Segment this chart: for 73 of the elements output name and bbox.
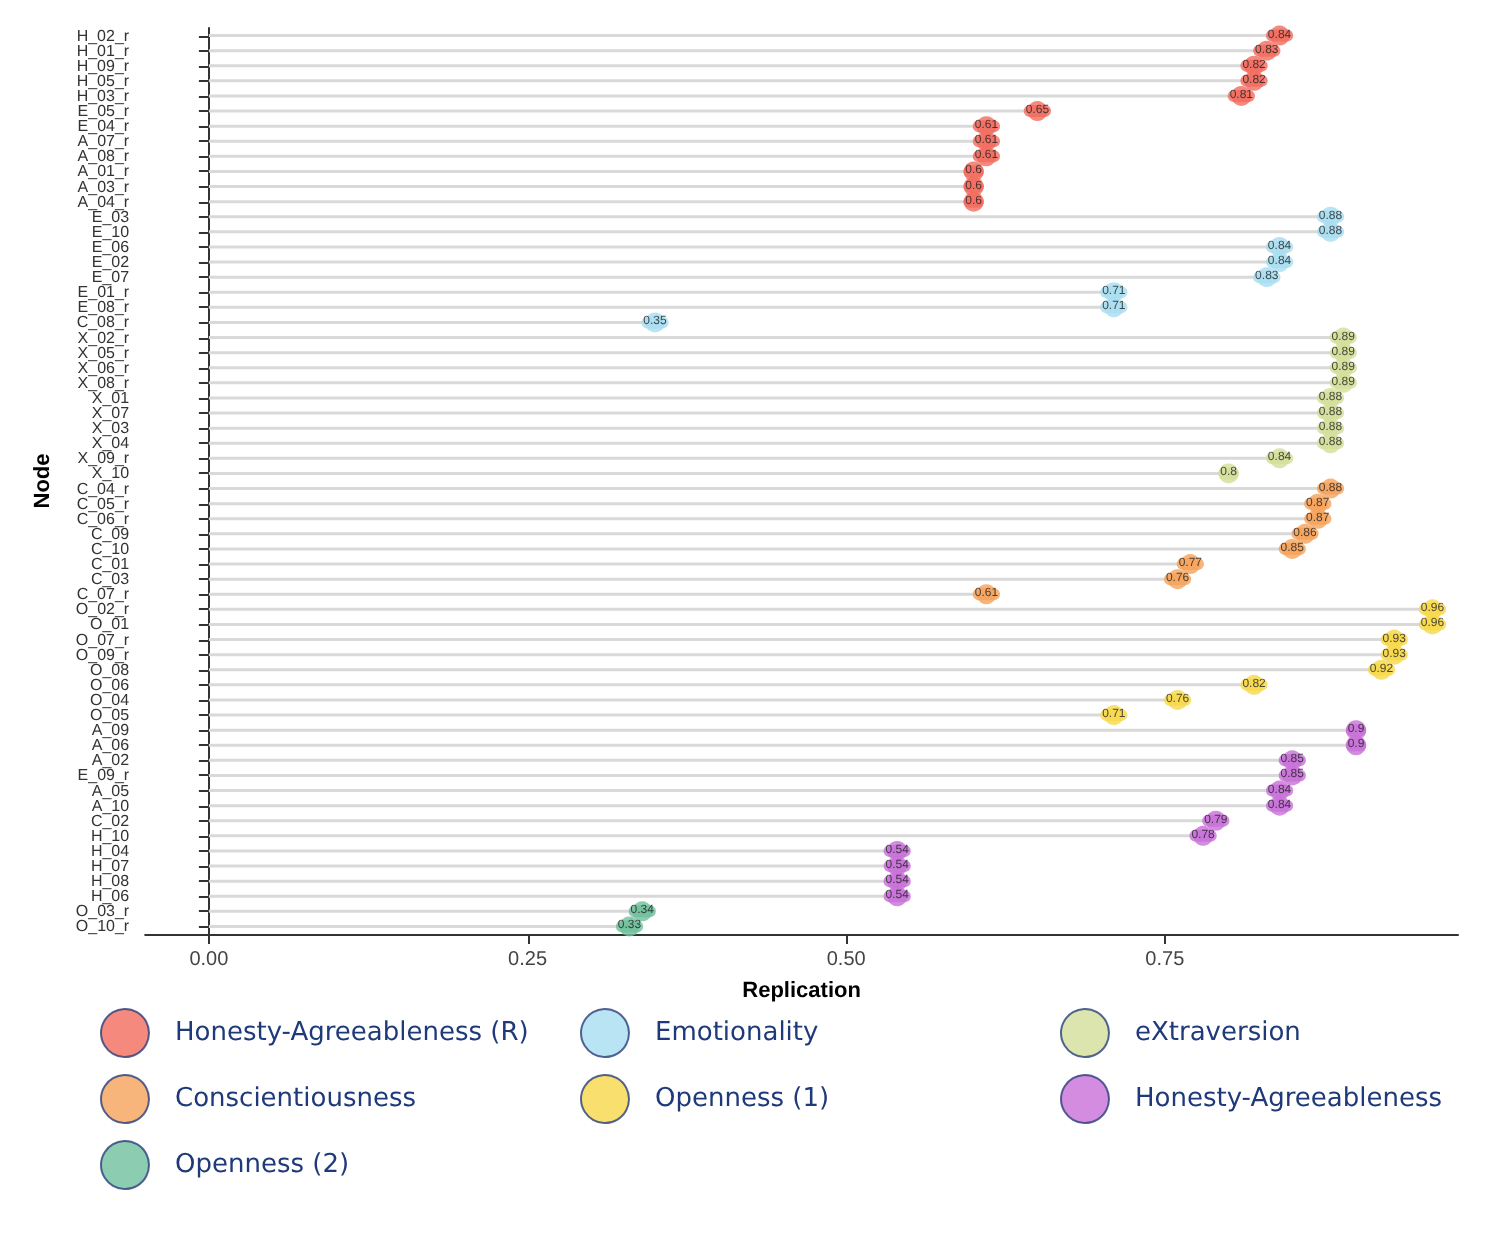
- y-tick-label: C_05_r: [76, 494, 130, 513]
- legend-label: Conscientiousness: [175, 1084, 417, 1114]
- y-tick-label: H_09_r: [76, 56, 130, 75]
- y-tick-label: A_01_r: [77, 162, 130, 181]
- y-tick-label: A_10: [91, 796, 131, 815]
- y-tick-label: H_07: [90, 857, 131, 876]
- x-tick-label: 0.75: [1145, 949, 1186, 971]
- y-tick-label: E_08_r: [77, 298, 130, 317]
- y-tick-label: E_10: [91, 222, 131, 241]
- y-tick-label: A_09: [91, 721, 131, 740]
- y-axis-title: Node: [31, 453, 55, 509]
- legend-label: Openness (2): [175, 1150, 350, 1180]
- y-tick-label: O_10_r: [75, 917, 130, 936]
- y-tick-label: H_02_r: [76, 26, 130, 45]
- y-tick-label: H_01_r: [76, 41, 130, 60]
- x-tick-label: 0.50: [826, 949, 867, 971]
- y-tick-label: C_03: [90, 570, 131, 589]
- y-tick-label: H_03_r: [76, 86, 130, 105]
- y-tick-label: C_08_r: [76, 313, 130, 332]
- y-tick-label: O_02_r: [75, 600, 130, 619]
- y-tick-label: E_04_r: [77, 117, 130, 136]
- y-tick-label: O_04: [90, 690, 131, 709]
- legend-label: Honesty-Agreeableness: [1135, 1084, 1443, 1114]
- y-tick-label: X_03: [91, 419, 131, 438]
- x-axis-title: Replication: [742, 978, 862, 1003]
- y-tick-label: A_06: [91, 736, 131, 755]
- y-tick-label: O_08: [90, 660, 131, 679]
- y-tick-label: O_05: [90, 706, 131, 725]
- y-tick-label: A_08_r: [77, 147, 130, 166]
- y-tick-label: C_06_r: [76, 509, 130, 528]
- y-tick-label: X_09_r: [77, 449, 130, 468]
- y-tick-label: O_09_r: [75, 645, 130, 664]
- y-tick-label: E_02: [91, 253, 131, 272]
- y-tick-label: E_05_r: [77, 102, 130, 121]
- y-tick-label: E_06: [91, 237, 131, 256]
- y-tick-label: X_08_r: [77, 373, 130, 392]
- y-tick-label: A_04_r: [77, 192, 130, 211]
- y-tick-label: H_04: [90, 841, 131, 860]
- y-tick-label: C_10: [90, 539, 131, 558]
- y-tick-label: E_07: [91, 268, 131, 287]
- y-tick-label: E_01_r: [77, 283, 130, 302]
- legend-label: Openness (1): [655, 1084, 830, 1114]
- y-tick-label: A_02: [91, 751, 131, 770]
- legend-label: Honesty-Agreeableness (R): [175, 1018, 529, 1048]
- legend-label: eXtraversion: [1135, 1018, 1301, 1048]
- y-tick-label: X_05_r: [77, 343, 130, 362]
- y-tick-label: A_03_r: [77, 177, 130, 196]
- y-tick-label: X_07: [91, 404, 131, 423]
- y-tick-label: A_05: [91, 781, 131, 800]
- y-tick-label: H_06: [90, 887, 131, 906]
- y-tick-label: C_04_r: [76, 479, 130, 498]
- y-tick-label: O_03_r: [75, 902, 130, 921]
- x-tick-label: 0.00: [189, 949, 230, 971]
- y-tick-label: X_01: [91, 388, 131, 407]
- y-tick-label: E_09_r: [77, 766, 130, 785]
- y-tick-label: E_03: [91, 207, 131, 226]
- y-tick-label: H_05_r: [76, 71, 130, 90]
- y-tick-label: O_07_r: [75, 630, 130, 649]
- y-tick-label: O_06: [90, 675, 131, 694]
- y-tick-label: X_04: [91, 434, 131, 453]
- y-tick-label: X_06_r: [77, 358, 130, 377]
- y-tick-label: X_10: [91, 464, 131, 483]
- y-tick-label: O_01: [90, 615, 131, 634]
- y-tick-label: A_07_r: [77, 132, 130, 151]
- y-tick-label: C_09: [90, 524, 131, 543]
- legend-label: Emotionality: [655, 1018, 820, 1048]
- y-tick-label: C_07_r: [76, 585, 130, 604]
- y-tick-label: C_01: [90, 555, 131, 574]
- y-tick-label: C_02: [90, 811, 131, 830]
- y-tick-label: X_02_r: [77, 328, 130, 347]
- y-tick-label: H_08: [90, 872, 131, 891]
- y-tick-label: H_10: [90, 826, 131, 845]
- x-tick-label: 0.25: [508, 949, 548, 971]
